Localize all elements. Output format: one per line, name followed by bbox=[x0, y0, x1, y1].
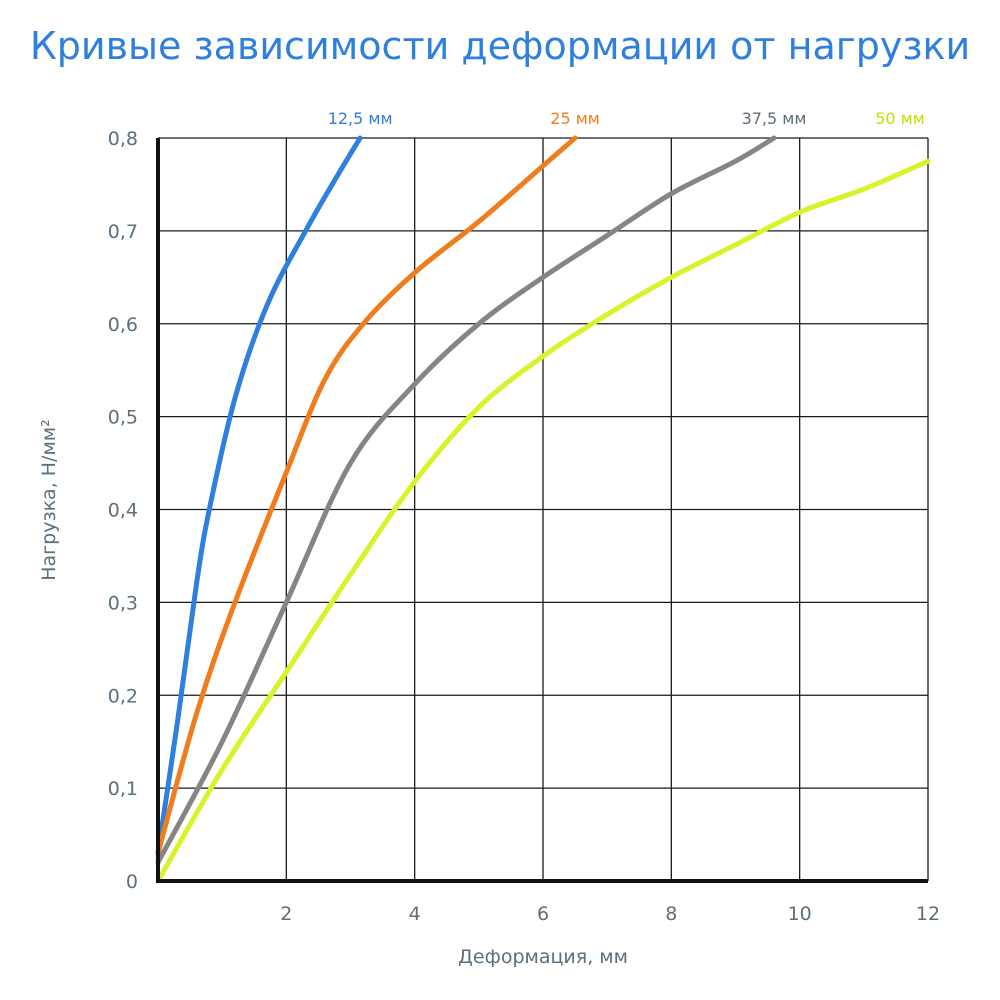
series-line bbox=[155, 135, 578, 856]
y-tick-label: 0,8 bbox=[108, 128, 138, 150]
axes bbox=[156, 138, 928, 883]
series-label: 25 мм bbox=[550, 109, 600, 128]
x-tick-label: 10 bbox=[788, 903, 812, 925]
y-tick-label: 0,7 bbox=[108, 221, 138, 243]
chart-title: Кривые зависимости деформации от нагрузк… bbox=[29, 24, 971, 68]
x-tick-label: 6 bbox=[537, 903, 549, 925]
y-tick-label: 0,2 bbox=[108, 685, 138, 707]
series-label: 12,5 мм bbox=[328, 109, 393, 128]
y-tick-label: 0,4 bbox=[108, 500, 138, 522]
y-tick-label: 0 bbox=[126, 871, 138, 893]
series-labels: 12,5 мм 25 мм 37,5 мм 50 мм bbox=[328, 109, 925, 128]
y-tick-label: 0,5 bbox=[108, 407, 138, 429]
series-label: 37,5 мм bbox=[742, 109, 807, 128]
series-line bbox=[155, 158, 931, 884]
y-tick-label: 0,1 bbox=[108, 778, 138, 800]
series-line bbox=[155, 135, 777, 865]
y-tick-label: 0,3 bbox=[108, 592, 138, 614]
x-axis-label: Деформация, мм bbox=[458, 946, 628, 968]
x-tick-label: 4 bbox=[409, 903, 421, 925]
y-axis-label: Нагрузка, Н/мм² bbox=[38, 419, 60, 581]
x-tick-label: 8 bbox=[665, 903, 677, 925]
series-line bbox=[155, 135, 363, 856]
x-tick-label: 12 bbox=[916, 903, 940, 925]
x-tick-label: 2 bbox=[280, 903, 292, 925]
y-tick-label: 0,6 bbox=[108, 314, 138, 336]
tick-labels: 2 4 6 8 10 12 0 0,1 0,2 0,3 0,4 0,5 0,6 0,7 0,8 bbox=[108, 128, 940, 925]
series-lines bbox=[155, 135, 931, 884]
series-label: 50 мм bbox=[875, 109, 925, 128]
